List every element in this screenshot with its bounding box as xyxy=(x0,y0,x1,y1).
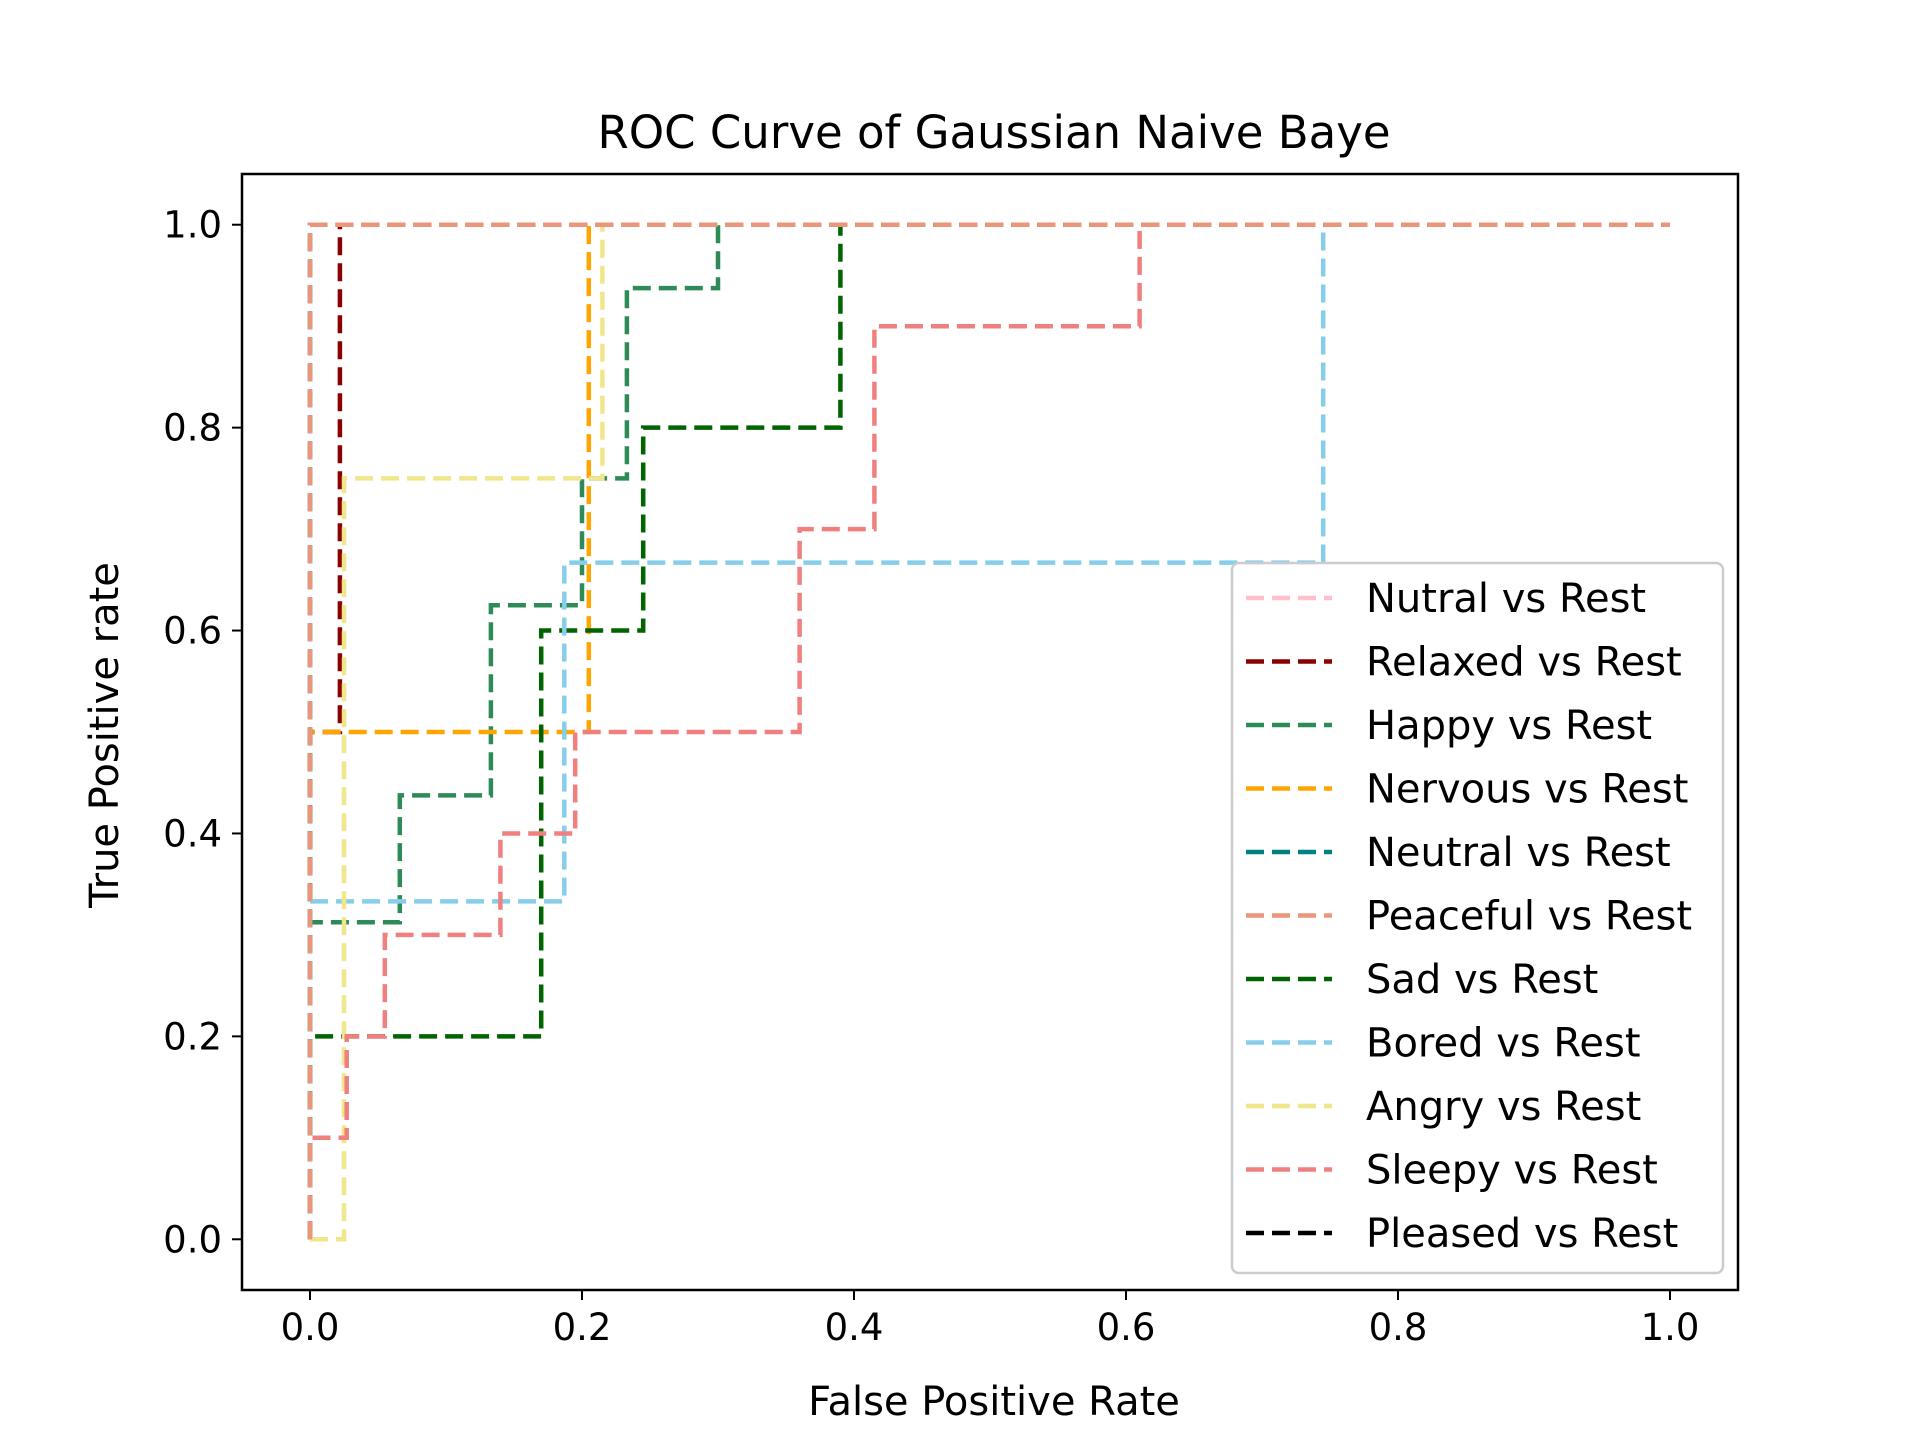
legend-label: Sleepy vs Rest xyxy=(1366,1148,1658,1194)
y-tick-label: 0.6 xyxy=(163,610,222,653)
plot-lines xyxy=(307,222,1670,1242)
y-tick-label: 0.0 xyxy=(163,1218,222,1261)
series-line-9 xyxy=(307,222,1670,1240)
x-tick-label: 0.6 xyxy=(1097,1306,1156,1349)
y-tick-label: 0.8 xyxy=(163,407,222,450)
legend-label: Neutral vs Rest xyxy=(1366,830,1671,876)
series-line-5 xyxy=(307,222,1670,1240)
legend-label: Angry vs Rest xyxy=(1366,1084,1641,1130)
series-line-2 xyxy=(307,222,1670,1240)
x-tick-label: 0.8 xyxy=(1369,1306,1428,1349)
y-axis: 0.0 0.2 0.4 0.6 0.8 1.0 xyxy=(163,204,242,1261)
y-tick-label: 0.4 xyxy=(163,812,222,855)
y-tick-label: 0.2 xyxy=(163,1015,222,1058)
legend-label: Peaceful vs Rest xyxy=(1366,894,1692,940)
x-tick-label: 0.2 xyxy=(553,1306,612,1349)
legend-label: Sad vs Rest xyxy=(1366,957,1598,1003)
y-tick-label: 1.0 xyxy=(163,204,222,247)
x-tick-label: 1.0 xyxy=(1641,1306,1700,1349)
chart-title: ROC Curve of Gaussian Naive Baye xyxy=(597,106,1390,159)
legend-label: Pleased vs Rest xyxy=(1366,1211,1678,1257)
legend-label: Bored vs Rest xyxy=(1366,1021,1641,1067)
legend-label: Happy vs Rest xyxy=(1366,703,1652,749)
plot-frame xyxy=(240,172,1740,1292)
y-axis-title: True Positive rate xyxy=(82,562,128,909)
legend-label: Relaxed vs Rest xyxy=(1366,640,1682,686)
legend-label: Nervous vs Rest xyxy=(1366,767,1688,813)
legend-box xyxy=(1230,561,1725,1275)
series-line-6 xyxy=(307,222,1670,1240)
legend-label: Nutral vs Rest xyxy=(1366,576,1646,622)
x-axis: 0.0 0.2 0.4 0.6 0.8 1.0 xyxy=(281,1290,1700,1349)
x-tick-label: 0.0 xyxy=(281,1306,340,1349)
legend: Nutral vs Rest Relaxed vs Rest Happy vs Re… xyxy=(1230,561,1725,1275)
x-tick-label: 0.4 xyxy=(825,1306,884,1349)
x-axis-title: False Positive Rate xyxy=(808,1379,1180,1425)
